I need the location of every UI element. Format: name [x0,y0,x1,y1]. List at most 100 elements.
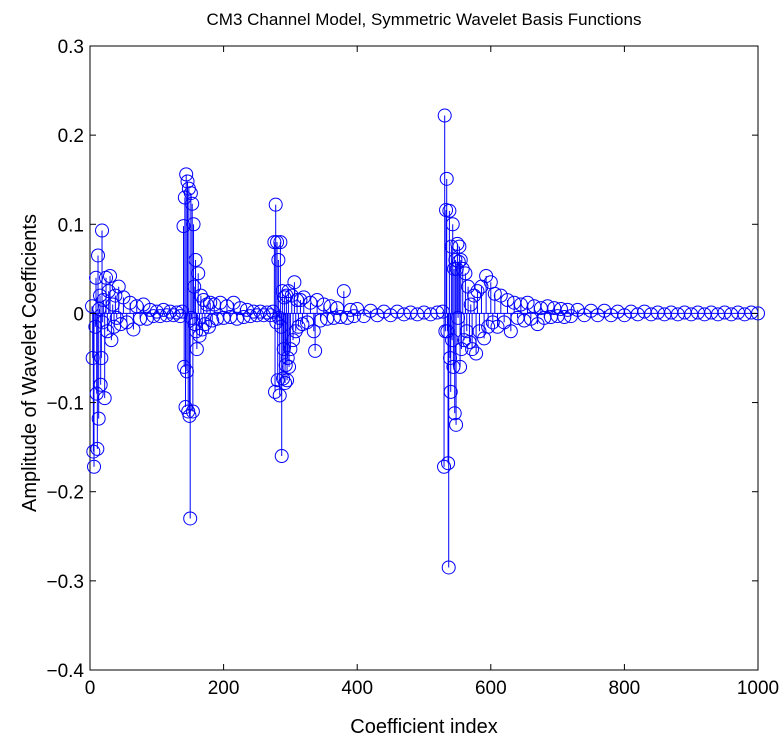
stem-marker [90,441,105,456]
stem-marker [93,377,108,392]
y-tick-label: −0.3 [46,572,84,593]
stem-marker [481,319,496,334]
stem-marker [199,297,214,312]
x-tick-label: 800 [609,678,641,699]
stem-marker [94,351,109,365]
stem-marker [268,197,283,212]
stem-marker [453,359,468,374]
stem-marker [439,171,454,186]
stem-marker [453,252,468,267]
stem-marker [126,322,141,337]
stem-marker [458,266,473,281]
x-tick-label: 200 [208,678,240,699]
stem-marker [300,315,315,330]
stem-marker [105,297,120,312]
stem-marker [280,351,295,365]
markers-layer [85,108,765,575]
stem-marker [86,444,101,459]
stem-marker [445,333,460,348]
y-tick-label: −0.2 [46,483,84,504]
stem-marker [540,299,555,314]
stem-marker [463,297,478,312]
stem-marker [191,266,206,281]
stem-marker [470,284,485,299]
stem-marker [497,315,512,330]
stem-marker [197,317,212,332]
stem-marker [513,297,528,312]
stem-marker [182,408,197,423]
stem-marker [446,359,461,374]
stem-marker [454,342,469,357]
stem-marker [282,359,297,374]
stem-marker [283,342,298,357]
stem-marker [517,313,532,328]
stem-marker [280,373,295,388]
stem-marker [449,417,464,432]
stem-marker [284,288,299,303]
stem-marker [274,449,289,464]
stem-marker [547,301,562,316]
x-ticks: 0 200 400 600 800 1000 [85,46,779,699]
stem-marker [449,261,464,276]
stem-marker [88,319,103,334]
stem-marker [330,301,345,316]
stem-marker [500,293,515,308]
plot-frame [89,45,759,671]
stem-marker [287,275,302,290]
stem-marker [271,252,286,267]
stem-marker [455,261,470,276]
stem-marker [169,305,184,320]
stem-marker [272,310,287,325]
stem-marker [87,459,102,474]
stem-marker [440,324,455,339]
stem-marker [268,384,283,399]
y-tick-label: 0.2 [58,126,84,147]
stem-marker [178,400,193,415]
stem-marker [123,295,138,310]
stem-marker [103,268,118,283]
stem-marker [187,279,202,294]
stem-marker [192,328,207,343]
stem-marker [274,319,289,334]
stem-marker [286,333,301,348]
stem-marker [270,235,285,250]
stem-marker [209,311,224,326]
stem-marker [233,301,248,316]
stem-marker [177,359,192,374]
stem-marker [260,305,275,320]
stem-marker [166,308,181,323]
stem-marker [448,252,463,267]
stem-marker [269,315,284,330]
y-tick-label: −0.1 [46,394,84,415]
stem-marker [443,384,458,399]
stem-marker [139,311,154,326]
stem-marker [520,295,535,310]
stem-marker [291,319,306,334]
stem-marker [104,333,119,348]
stem-marker [229,311,244,326]
stem-marker [278,375,293,390]
stem-marker [437,459,452,474]
stem-marker [435,304,450,319]
stem-marker [113,317,128,332]
stem-marker [340,310,355,325]
stem-marker [472,324,487,339]
stem-marker [91,411,106,426]
stem-marker [185,404,200,419]
stem-marker [469,346,484,361]
stem-marker [189,324,204,339]
stem-marker [447,406,462,421]
stem-marker [176,219,191,234]
stem-marker [451,254,466,269]
stem-marker [465,342,480,357]
stem-marker [89,270,104,285]
stem-marker [85,351,100,365]
stem-marker [273,235,288,250]
stem-marker [89,386,104,401]
x-tick-label: 400 [341,678,373,699]
stem-marker [308,343,323,358]
x-tick-label: 0 [85,678,96,699]
stem-marker [336,284,351,299]
stem-marker [443,351,458,365]
